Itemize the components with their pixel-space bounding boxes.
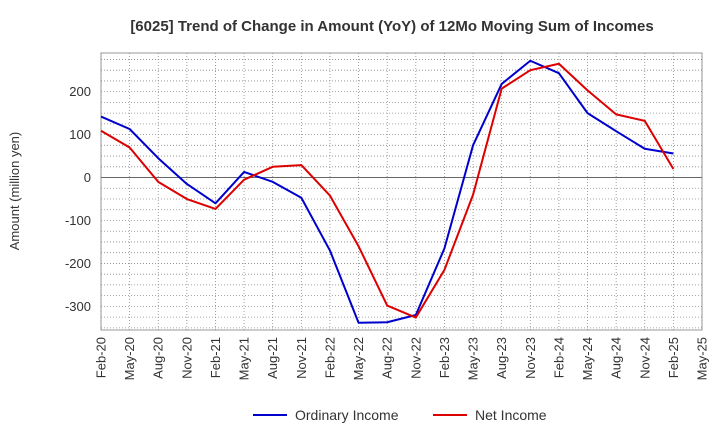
x-tick-label: Aug-24 [609, 337, 624, 379]
x-tick-label: May-23 [466, 337, 481, 380]
series-lines [100, 59, 675, 324]
x-tick-label: May-24 [580, 337, 595, 380]
legend: Ordinary Income Net Income [253, 407, 547, 423]
x-tick-label: Aug-22 [380, 337, 395, 379]
grid [100, 53, 703, 330]
chart-title: [6025] Trend of Change in Amount (YoY) o… [130, 18, 653, 35]
legend-label-net-income: Net Income [475, 407, 547, 423]
y-axis-label: Amount (million yen) [7, 132, 22, 251]
x-tick-label: Nov-22 [408, 337, 423, 379]
x-tick-label: May-21 [237, 337, 252, 380]
x-tick-label: Nov-21 [294, 337, 309, 379]
x-tick-label: May-22 [351, 337, 366, 380]
x-tick-label: Feb-23 [437, 337, 452, 378]
x-tick-label: Aug-21 [265, 337, 280, 379]
x-tick-label: Nov-24 [637, 337, 652, 379]
y-tick-label: -200 [65, 256, 91, 271]
x-tick-label: Feb-22 [322, 337, 337, 378]
x-tick-label: Feb-20 [94, 337, 109, 378]
y-tick-labels: -300 -200 -100 0 100 200 [65, 84, 91, 314]
x-tick-label: Feb-21 [208, 337, 223, 378]
x-tick-label: Feb-25 [666, 337, 681, 378]
x-tick-label: Feb-24 [551, 337, 566, 378]
legend-label-ordinary-income: Ordinary Income [295, 407, 399, 423]
y-tick-label: 200 [69, 84, 91, 99]
x-tick-label: Nov-23 [523, 337, 538, 379]
x-tick-label: May-25 [695, 337, 710, 380]
series-line-ordinary-income [100, 59, 674, 324]
series-line-net-income [100, 62, 675, 319]
x-tick-labels: Feb-20 May-20 Aug-20 Nov-20 Feb-21 May-21 Aug-… [94, 337, 710, 380]
x-tick-label: Aug-20 [151, 337, 166, 379]
plot-area [100, 52, 703, 331]
y-tick-label: -300 [65, 299, 91, 314]
x-tick-label: Aug-23 [494, 337, 509, 379]
y-tick-label: 100 [69, 127, 91, 142]
y-tick-label: -100 [65, 213, 91, 228]
x-tick-label: Nov-20 [179, 337, 194, 379]
x-tick-label: May-20 [122, 337, 137, 380]
y-tick-label: 0 [84, 170, 91, 185]
